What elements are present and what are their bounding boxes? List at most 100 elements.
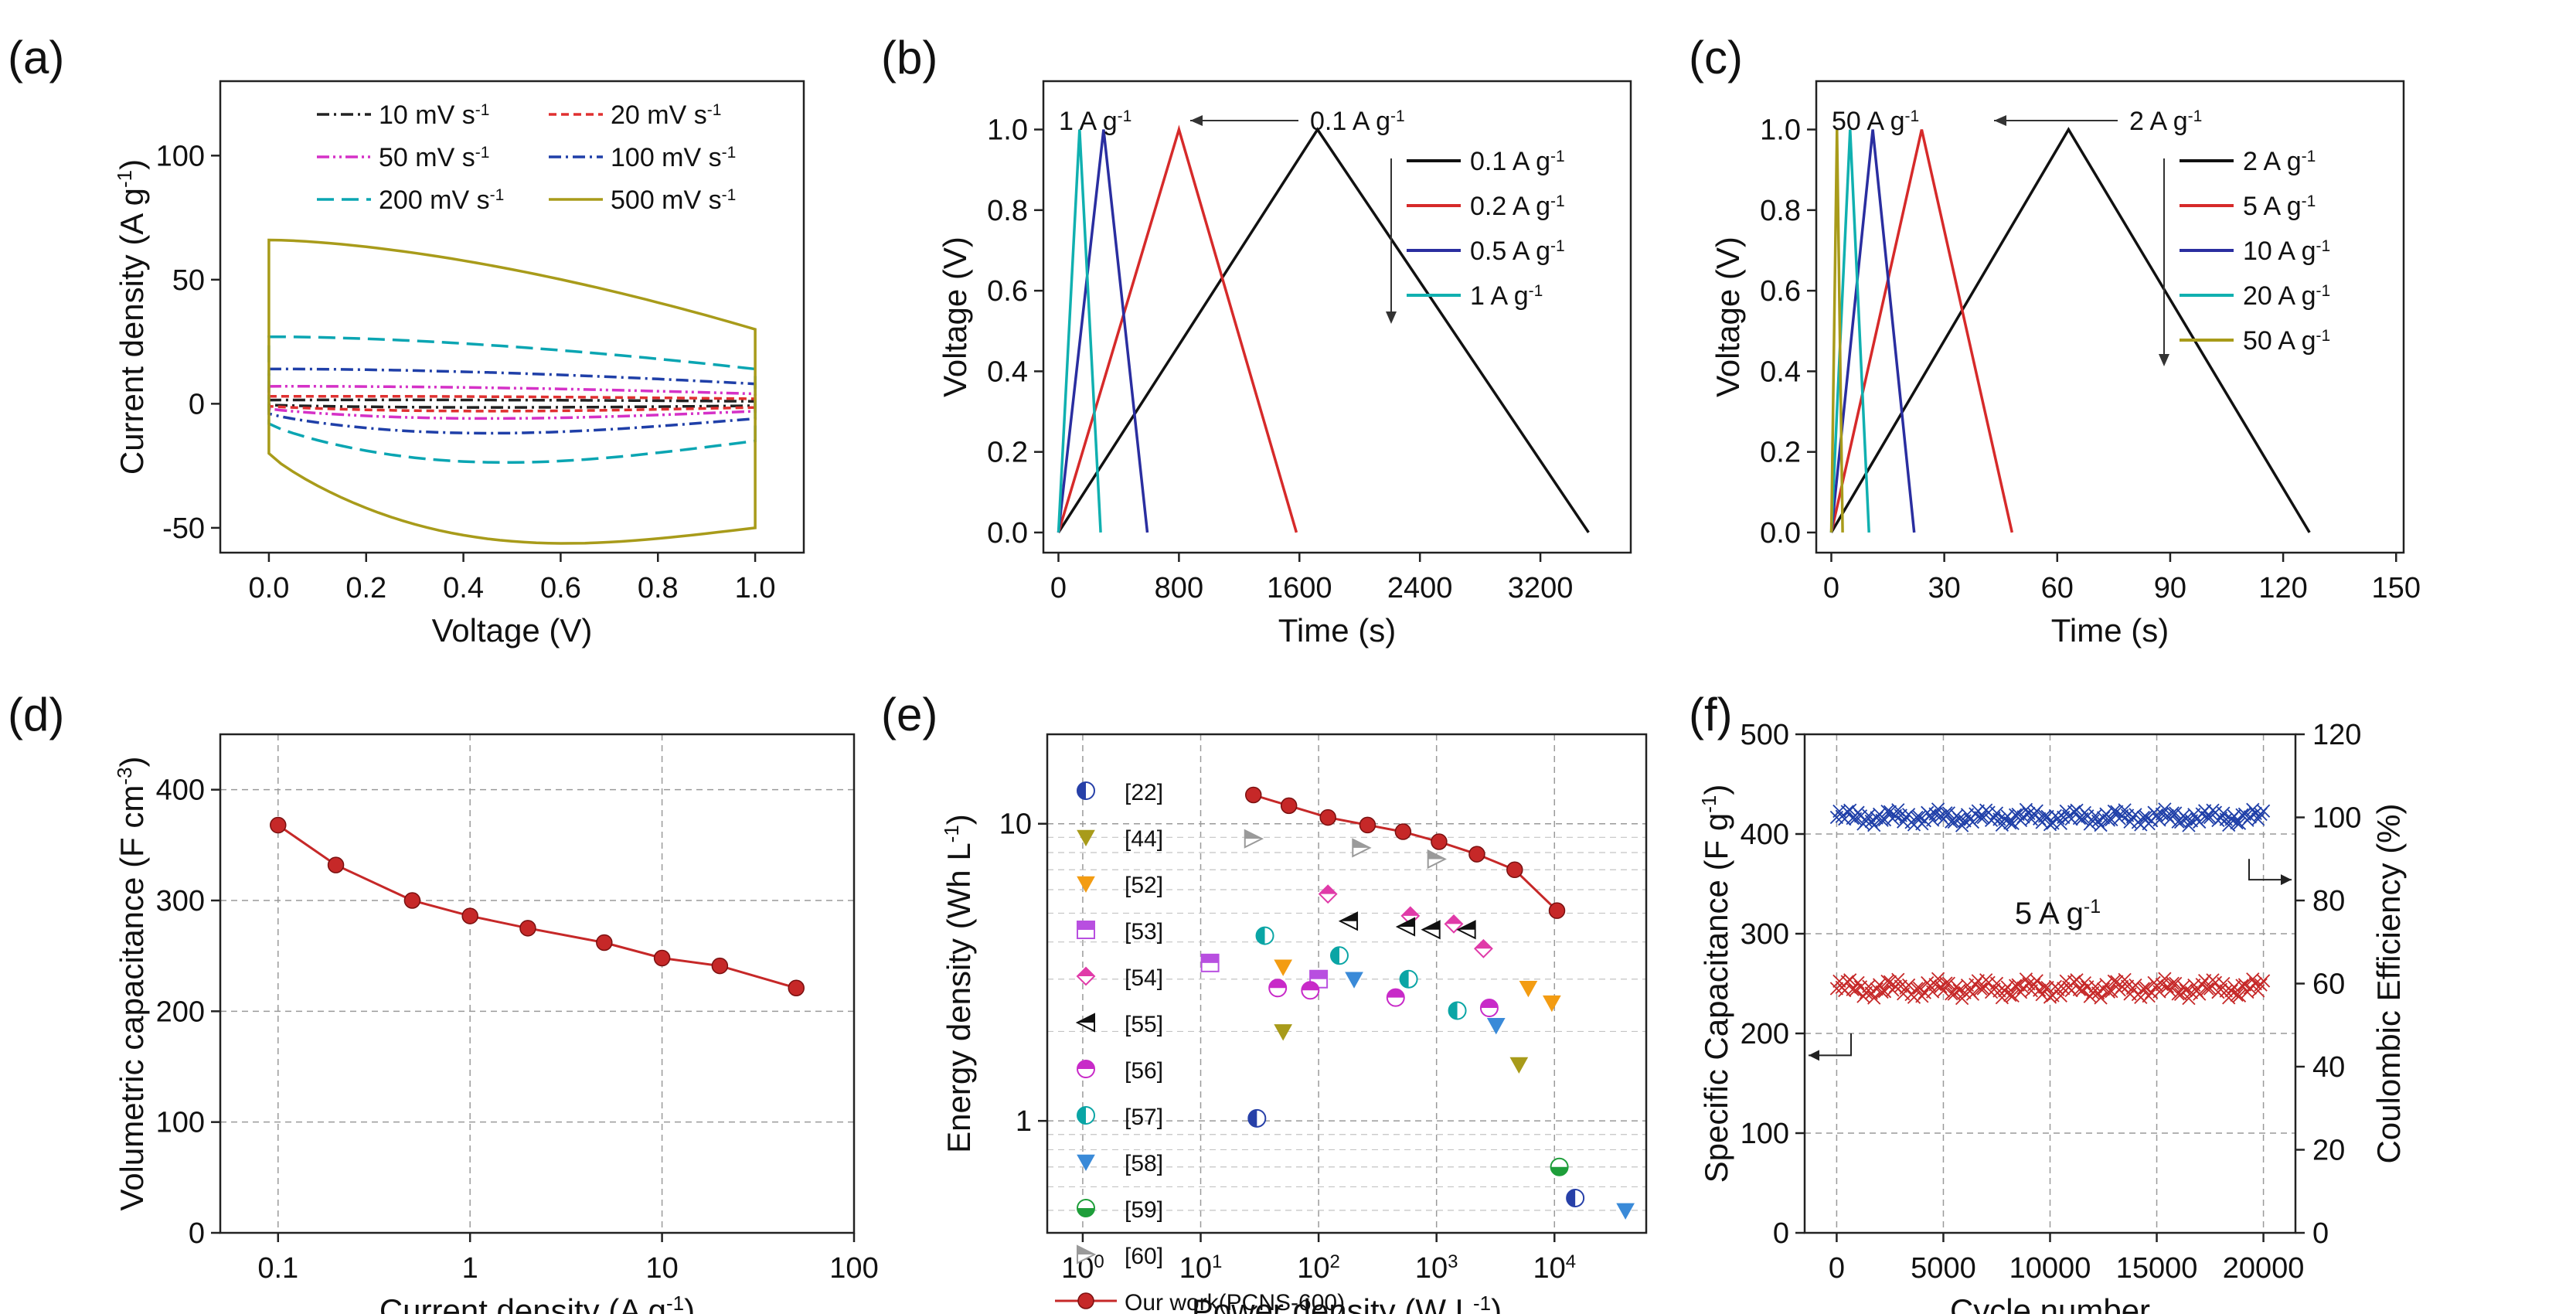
x-tick-label: 30 <box>1928 572 1961 604</box>
legend-label-base: 10 mV s <box>379 100 475 130</box>
y-right-tick-label: 60 <box>2312 968 2345 1001</box>
legend-label-base: 5 A g <box>2243 192 2302 221</box>
y-tick-label: 0 <box>189 1217 205 1250</box>
x-tick-label-sup: 2 <box>1330 1251 1340 1272</box>
legend-label-base: 20 A g <box>2243 281 2316 311</box>
panel-c-gcd-high-current: (c) 0 30 60 90 120 150 0.0 0.2 0.4 0.6 0.8 1.0 Time (… <box>1689 32 2421 648</box>
legend-label: [60] <box>1125 1244 1163 1269</box>
y-tick-label: 200 <box>156 996 205 1028</box>
x-tick-label: 0 <box>1823 572 1839 604</box>
capacitance-point <box>403 892 421 909</box>
capacitance-cycle-point <box>2195 978 2209 992</box>
x-tick-label: 103 <box>1415 1251 1458 1285</box>
capacitance-cycle-point <box>2105 984 2118 999</box>
capacitance-cycle-point <box>1950 979 1964 993</box>
y-tick-label: 0.2 <box>987 437 1028 469</box>
x-tick-label-sup: 0 <box>1094 1251 1104 1272</box>
y-tick-label: 0.0 <box>1760 517 1801 550</box>
x-tick-label: 104 <box>1533 1251 1576 1285</box>
y-axis-label-tail: ) <box>114 757 150 768</box>
y-tick-label: 0.2 <box>1760 437 1801 469</box>
x-axis-label-base: Cycle number <box>1950 1292 2150 1314</box>
ragone-marker-triangle-down <box>1274 1024 1293 1041</box>
efficiency-cycle-point <box>2019 802 2033 816</box>
y-axis-label: Voltage (V) <box>937 237 973 397</box>
ragone-marker-triangle-right-fill <box>1244 830 1262 839</box>
x-tick-label: 0.6 <box>540 572 581 604</box>
efficiency-cycle-point <box>1880 804 1894 819</box>
efficiency-cycle-point <box>1974 811 1988 825</box>
legend-label: 2 A g-1 <box>2243 147 2316 176</box>
efficiency-cycle-point <box>1867 818 1881 832</box>
legend-arrow-head <box>2159 354 2169 366</box>
capacitance-cycle-point <box>2171 987 2185 1001</box>
capacitance-cycle-point <box>1936 984 1951 998</box>
capacitance-point <box>270 816 287 834</box>
efficiency-cycle-point <box>1910 810 1924 825</box>
y-axis-label: Current density (A g-1) <box>113 159 150 475</box>
capacitance-cycle-point <box>2083 989 2097 1003</box>
x-tick-label-base: 10 <box>1179 1252 1212 1285</box>
capacitance-cycle-point <box>1872 978 1887 992</box>
legend-label: 10 mV s-1 <box>379 100 489 130</box>
capacitance-point <box>327 856 345 873</box>
legend-label: 1 A g-1 <box>1470 281 1543 311</box>
y-right-tick-label: 100 <box>2312 802 2361 835</box>
legend-label-base: 20 mV s <box>611 100 707 130</box>
legend-label: [53] <box>1125 919 1163 945</box>
legend-label-sup: -1 <box>1550 148 1565 165</box>
efficiency-cycle-point <box>2037 809 2052 823</box>
capacitance-cycle-point <box>1875 985 1889 999</box>
x-tick-label: 20000 <box>2223 1252 2305 1285</box>
x-tick-label: 150 <box>2372 572 2421 604</box>
capacitance-cycle-point <box>2227 980 2241 994</box>
capacitance-point <box>653 949 671 967</box>
x-tick-label-sup: 1 <box>1212 1251 1222 1272</box>
plot-frame <box>1046 733 1648 1234</box>
y-tick-label: 400 <box>1741 819 1789 851</box>
y-tick-label: 0.4 <box>987 356 1028 388</box>
ragone-marker-fill <box>1330 947 1339 965</box>
ragone-marker-square-fill <box>1201 954 1219 963</box>
x-tick-label-sup: 3 <box>1448 1251 1458 1272</box>
ragone-marker-triangle-left-fill <box>1077 1014 1094 1023</box>
annotation-fast-rate-base: 1 A g <box>1059 107 1118 136</box>
ragone-marker-fill <box>1269 979 1287 989</box>
capacitance-cycle-point <box>1992 984 2006 998</box>
x-axis-label-tail: ) <box>1491 1292 1502 1314</box>
y-tick-label: 10 <box>999 808 1032 841</box>
capacitance-cycle-point <box>2166 976 2180 990</box>
x-axis-label-sup: -1 <box>666 1292 684 1314</box>
legend-label: [59] <box>1125 1197 1163 1223</box>
y-tick-label: 1 <box>1016 1105 1032 1138</box>
x-tick-label: 0.1 <box>257 1252 298 1285</box>
y-right-tick-label: 40 <box>2312 1051 2345 1084</box>
capacitance-cycle-point <box>2152 985 2166 999</box>
x-tick-label: 1600 <box>1267 572 1332 604</box>
efficiency-cycle-point <box>1952 812 1966 826</box>
legend-arrow-head <box>1386 311 1397 324</box>
annotation-fast-rate: 1 A g-1 <box>1059 107 1131 136</box>
ragone-marker-diamond-fill <box>1445 915 1462 924</box>
ragone-point-ours <box>1431 833 1448 850</box>
capacitance-point <box>711 957 729 975</box>
legend-label: 20 mV s-1 <box>611 100 721 130</box>
legend-label-base: 0.5 A g <box>1470 237 1550 266</box>
capacitance-cycle-point <box>1926 985 1940 999</box>
x-tick-label: 15000 <box>2116 1252 2198 1285</box>
legend-label: [58] <box>1125 1151 1163 1176</box>
legend-label: 200 mV s-1 <box>379 186 504 215</box>
y-tick-label: 0.6 <box>987 275 1028 308</box>
legend-label-base: 50 A g <box>2243 326 2316 356</box>
y-axis-label-sup: -1 <box>940 825 963 843</box>
legend-label-sup: -1 <box>722 144 737 162</box>
y-tick-label: 100 <box>1741 1118 1789 1150</box>
capacitance-cycle-point <box>2256 974 2271 988</box>
capacitance-cycle-point <box>2101 985 2116 999</box>
annotation-arrow-head <box>1994 115 2006 126</box>
capacitance-cycle-point <box>2134 990 2148 1005</box>
legend-label-sup: -1 <box>722 186 737 204</box>
x-axis-label: Voltage (V) <box>432 612 593 648</box>
panel-label: (a) <box>8 32 64 83</box>
ragone-marker-diamond-fill <box>1319 885 1337 894</box>
